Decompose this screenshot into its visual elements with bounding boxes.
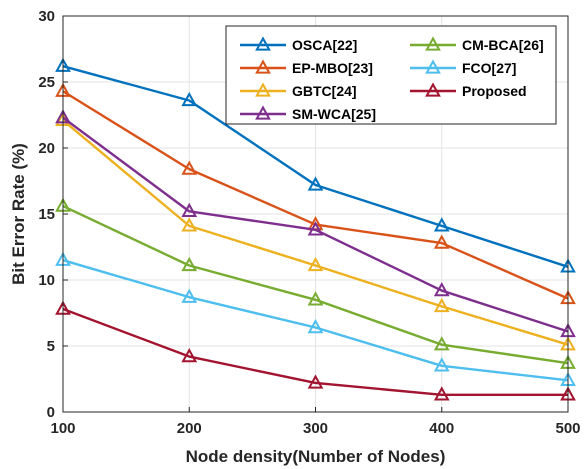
y-tick-label: 30 [38, 8, 55, 25]
legend-marker [425, 36, 441, 51]
legend-label: EP-MBO[23] [292, 60, 373, 76]
legend-marker [425, 82, 441, 97]
legend-marker [255, 59, 271, 74]
x-tick-label: 400 [429, 420, 454, 437]
legend-item: GBTC[24] [240, 82, 357, 99]
data-point [433, 357, 450, 372]
data-point [433, 234, 450, 249]
data-point [307, 176, 324, 191]
legend-item: FCO[27] [410, 59, 516, 76]
data-point [433, 336, 450, 351]
data-point [181, 256, 198, 272]
y-axis-label: Bit Error Rate (%) [9, 143, 28, 285]
series-proposed [55, 300, 576, 401]
y-tick-label: 10 [38, 272, 55, 289]
legend-label: OSCA[22] [292, 37, 357, 53]
legend-item: SM-WCA[25] [240, 105, 376, 122]
x-tick-label: 100 [50, 420, 75, 437]
x-axis-label: Node density(Number of Nodes) [186, 447, 446, 466]
x-tick-label: 300 [303, 420, 328, 437]
data-point [433, 217, 450, 232]
data-point [181, 217, 198, 232]
y-tick-label: 20 [38, 140, 55, 157]
legend: OSCA[22] EP-MBO[23] GBTC[24] SM-WCA[25] CM-B… [225, 25, 557, 125]
data-point [181, 347, 198, 363]
series-line [62, 119, 569, 346]
series-line [62, 259, 569, 382]
tick-labels: 0 5 10 15 20 25 30 100 200 300 400 500 [38, 8, 580, 437]
data-point [307, 318, 324, 334]
legend-label: Proposed [462, 83, 527, 99]
data-point [181, 91, 198, 107]
data-point [307, 221, 324, 236]
legend-item: EP-MBO[23] [240, 59, 373, 76]
series-line [62, 65, 569, 268]
series-line [62, 116, 569, 333]
data-point [433, 281, 450, 297]
data-point [307, 291, 324, 306]
x-tick-label: 500 [555, 420, 580, 437]
series-line [62, 204, 569, 365]
y-tick-label: 5 [47, 338, 55, 355]
y-tick-label: 15 [38, 206, 55, 223]
data-point [181, 202, 198, 218]
legend-item: CM-BCA[26] [410, 36, 544, 53]
series-line [62, 307, 568, 397]
data-point [307, 374, 324, 389]
y-tick-label: 0 [47, 404, 55, 421]
legend-item: Proposed [410, 82, 527, 99]
legend-label: FCO[27] [462, 60, 516, 76]
legend-box [225, 25, 557, 125]
data-point [181, 288, 198, 303]
series-lines [55, 57, 576, 401]
legend-marker [255, 36, 271, 51]
x-tick-label: 200 [177, 420, 202, 437]
legend-marker [425, 59, 441, 74]
data-point [433, 297, 450, 313]
data-point [307, 256, 324, 272]
legend-marker [255, 82, 271, 97]
legend-label: GBTC[24] [292, 83, 357, 99]
plot-frame [62, 15, 569, 413]
legend-label: SM-WCA[25] [292, 106, 376, 122]
y-tick-label: 25 [38, 74, 55, 91]
data-point [433, 386, 450, 401]
legend-item: OSCA[22] [240, 36, 357, 53]
legend-label: CM-BCA[26] [462, 37, 544, 53]
legend-marker [255, 105, 271, 120]
data-point [181, 160, 198, 175]
